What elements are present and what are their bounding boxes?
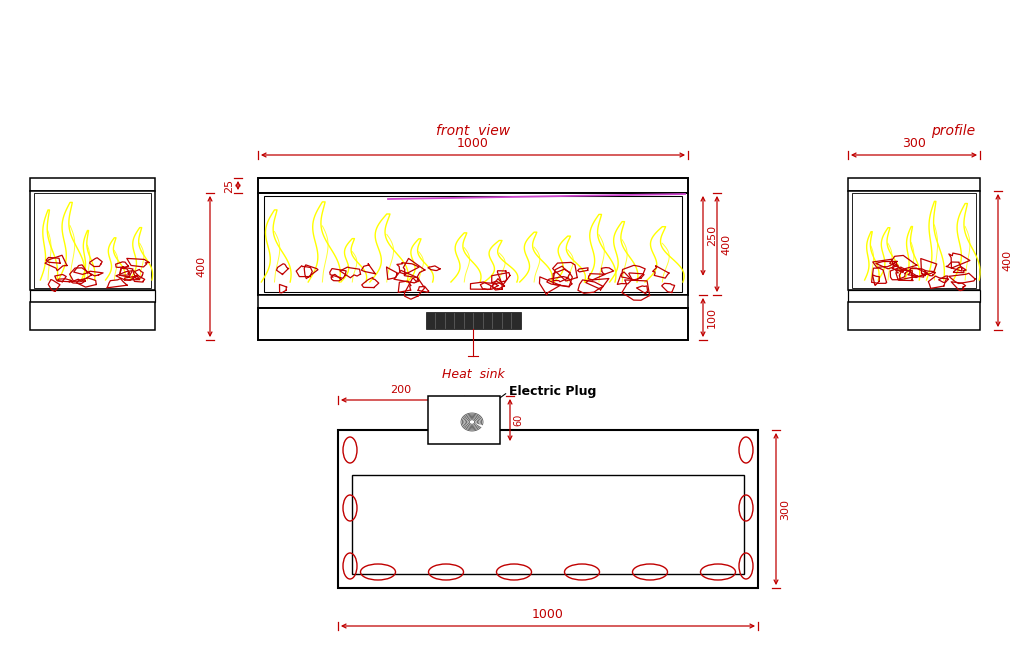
Bar: [30, 178, 155, 191]
Bar: [258, 308, 688, 340]
Bar: [258, 178, 688, 193]
Bar: [352, 475, 744, 574]
Bar: [34, 193, 151, 288]
Text: 200: 200: [390, 385, 412, 395]
Text: Heat  sink: Heat sink: [441, 368, 505, 381]
Text: 300: 300: [780, 499, 790, 520]
Text: Electric Plug: Electric Plug: [509, 385, 596, 398]
Text: 1000: 1000: [532, 608, 564, 621]
Text: 1000: 1000: [457, 137, 488, 150]
Bar: [258, 193, 688, 295]
Text: 25: 25: [224, 179, 234, 192]
Text: 400: 400: [196, 256, 206, 277]
Bar: [30, 302, 155, 330]
Text: 100: 100: [707, 307, 717, 328]
Text: front  view: front view: [436, 124, 510, 138]
Bar: [30, 191, 155, 290]
Text: 400: 400: [721, 233, 731, 254]
Text: 250: 250: [707, 226, 717, 246]
Bar: [848, 178, 980, 191]
Bar: [848, 290, 980, 302]
Bar: [258, 295, 688, 308]
Text: 400: 400: [1002, 250, 1012, 271]
Bar: [264, 196, 682, 292]
Bar: [852, 193, 976, 288]
Bar: [428, 396, 500, 444]
Text: profile: profile: [931, 124, 975, 138]
Text: 300: 300: [902, 137, 926, 150]
Bar: [30, 290, 155, 302]
Bar: [426, 312, 520, 329]
Bar: [848, 191, 980, 290]
Bar: [848, 302, 980, 330]
Text: 60: 60: [513, 414, 523, 426]
Bar: [338, 430, 758, 588]
